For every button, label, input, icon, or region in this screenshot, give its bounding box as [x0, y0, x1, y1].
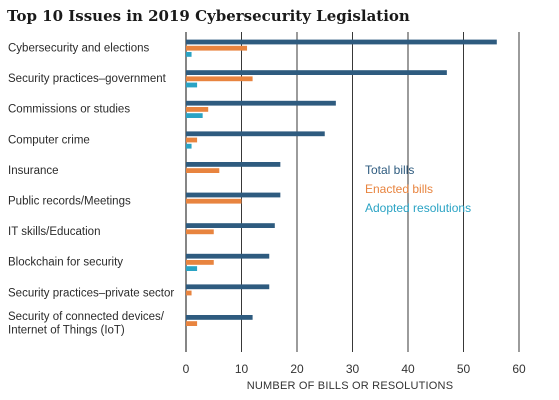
x-tick-label: 0 — [183, 362, 190, 376]
bar — [186, 266, 198, 271]
bar — [186, 131, 325, 137]
category-label: Public records/Meetings — [8, 196, 131, 208]
x-tick-label: 20 — [290, 362, 304, 376]
legend-entry: Enacted bills — [365, 182, 433, 196]
legend-entry: Total bills — [365, 163, 414, 177]
bar — [186, 284, 270, 290]
bar — [186, 198, 242, 204]
bar — [186, 52, 192, 57]
bar — [186, 70, 447, 75]
category-label: Insurance — [8, 165, 59, 177]
category-label: IT skills/Education — [8, 226, 100, 238]
bar — [186, 45, 248, 51]
category-label: Blockchain for security — [8, 257, 123, 269]
category-label: Security practices–government — [8, 73, 167, 85]
x-tick-label: 60 — [512, 362, 526, 376]
bar — [186, 162, 281, 167]
bar — [186, 143, 192, 149]
bar — [186, 100, 336, 106]
bar — [186, 290, 192, 296]
legend-entry: Adopted resolutions — [365, 201, 471, 215]
bars — [186, 39, 497, 326]
x-axis-label: NUMBER OF BILLS OR RESOLUTIONS — [247, 380, 453, 392]
category-label: Security of connected devices/ — [8, 311, 165, 323]
category-label: Internet of Things (IoT) — [8, 325, 125, 337]
x-tick-label: 50 — [457, 362, 471, 376]
category-label: Cybersecurity and elections — [8, 43, 150, 55]
legend: Total bills Enacted bills Adopted resoluti… — [365, 163, 471, 215]
bar — [186, 192, 281, 198]
bar — [186, 39, 497, 45]
category-label: Security practices–private sector — [8, 287, 174, 299]
bar — [186, 107, 209, 112]
bar — [186, 113, 203, 118]
bar — [186, 229, 214, 235]
bar — [186, 223, 275, 228]
x-tick-label: 30 — [346, 362, 360, 376]
category-labels: Cybersecurity and elections Security prac… — [8, 43, 174, 337]
x-tick-labels: 0 10 20 30 40 50 60 — [183, 362, 526, 376]
x-tick-label: 10 — [235, 362, 249, 376]
grid-lines — [185, 32, 520, 352]
bar — [186, 321, 198, 326]
bar — [186, 82, 198, 88]
category-label: Computer crime — [8, 134, 90, 146]
bar — [186, 137, 198, 143]
x-tick-label: 40 — [401, 362, 415, 376]
bar — [186, 315, 253, 320]
bar — [186, 260, 214, 265]
bar — [186, 253, 270, 259]
bar — [186, 168, 220, 173]
category-label: Commissions or studies — [8, 104, 130, 116]
bar — [186, 76, 253, 82]
chart-title: Top 10 Issues in 2019 Cybersecurity Legi… — [7, 7, 410, 25]
